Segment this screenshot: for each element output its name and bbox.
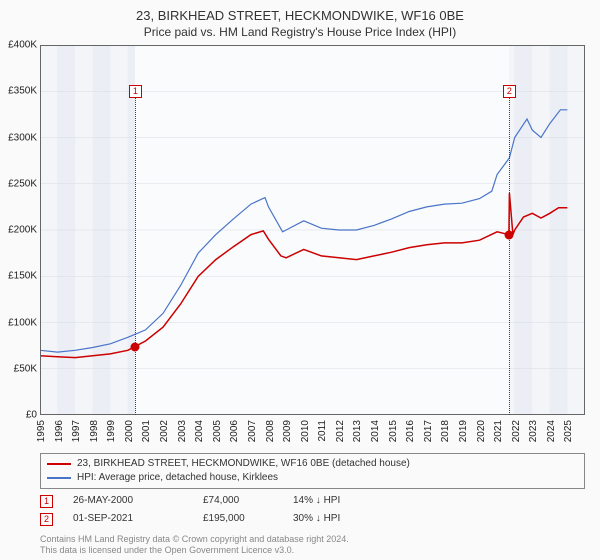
transaction-marker: 1 [40, 495, 53, 508]
x-tick-label: 2007 [247, 420, 258, 442]
transaction-delta: 30% ↓ HPI [293, 510, 383, 528]
transaction-row: 1 26-MAY-2000 £74,000 14% ↓ HPI [40, 492, 585, 510]
x-tick-label: 1998 [89, 420, 100, 442]
x-tick-label: 2016 [405, 420, 416, 442]
x-tick-label: 2010 [300, 420, 311, 442]
y-tick-label: £200K [8, 225, 37, 236]
x-tick-label: 2011 [317, 420, 328, 442]
chart: £0£50K£100K£150K£200K£250K£300K£350K£400… [40, 45, 585, 415]
x-tick-label: 2012 [335, 420, 346, 442]
plot-svg [40, 45, 585, 415]
legend-label: HPI: Average price, detached house, Kirk… [77, 471, 278, 485]
x-tick-label: 1996 [54, 420, 65, 442]
x-tick-label: 1995 [36, 420, 47, 442]
footnote: Contains HM Land Registry data © Crown c… [40, 534, 349, 556]
footnote-line: Contains HM Land Registry data © Crown c… [40, 534, 349, 545]
y-tick-label: £150K [8, 271, 37, 282]
y-tick-label: £300K [8, 132, 37, 143]
x-tick-label: 2002 [159, 420, 170, 442]
legend: 23, BIRKHEAD STREET, HECKMONDWIKE, WF16 … [40, 453, 585, 489]
marker-line [509, 91, 510, 415]
legend-row: 23, BIRKHEAD STREET, HECKMONDWIKE, WF16 … [47, 457, 578, 471]
legend-label: 23, BIRKHEAD STREET, HECKMONDWIKE, WF16 … [77, 457, 410, 471]
x-tick-label: 2013 [352, 420, 363, 442]
x-tick-label: 2008 [265, 420, 276, 442]
x-tick-label: 2001 [141, 420, 152, 442]
y-tick-label: £250K [8, 178, 37, 189]
x-tick-label: 2017 [423, 420, 434, 442]
legend-row: HPI: Average price, detached house, Kirk… [47, 471, 578, 485]
x-tick-label: 2023 [528, 420, 539, 442]
x-tick-label: 2020 [476, 420, 487, 442]
chart-title: 23, BIRKHEAD STREET, HECKMONDWIKE, WF16 … [0, 8, 600, 23]
x-tick-label: 2005 [212, 420, 223, 442]
x-tick-label: 2004 [194, 420, 205, 442]
footnote-line: This data is licensed under the Open Gov… [40, 545, 349, 556]
transaction-delta: 14% ↓ HPI [293, 492, 383, 510]
x-tick-label: 1999 [106, 420, 117, 442]
transactions-table: 1 26-MAY-2000 £74,000 14% ↓ HPI 2 01-SEP-2021… [40, 492, 585, 528]
sale-dot [504, 230, 513, 239]
x-tick-label: 1997 [71, 420, 82, 442]
y-tick-label: £100K [8, 317, 37, 328]
chart-subtitle: Price paid vs. HM Land Registry's House … [0, 25, 600, 39]
y-tick-label: £0 [26, 410, 37, 421]
transaction-price: £195,000 [203, 510, 273, 528]
x-tick-label: 2000 [124, 420, 135, 442]
x-tick-label: 2009 [282, 420, 293, 442]
transaction-marker: 2 [40, 513, 53, 526]
x-tick-label: 2025 [563, 420, 574, 442]
y-tick-label: £350K [8, 86, 37, 97]
x-tick-label: 2024 [546, 420, 557, 442]
x-tick-label: 2006 [229, 420, 240, 442]
x-tick-label: 2018 [440, 420, 451, 442]
x-tick-label: 2022 [511, 420, 522, 442]
x-tick-label: 2003 [177, 420, 188, 442]
x-tick-label: 2019 [458, 420, 469, 442]
legend-swatch [47, 463, 71, 465]
y-tick-label: £400K [8, 40, 37, 51]
x-tick-label: 2014 [370, 420, 381, 442]
transaction-row: 2 01-SEP-2021 £195,000 30% ↓ HPI [40, 510, 585, 528]
legend-swatch [47, 477, 71, 479]
x-tick-label: 2015 [388, 420, 399, 442]
transaction-price: £74,000 [203, 492, 273, 510]
transaction-date: 26-MAY-2000 [73, 492, 183, 510]
title-area: 23, BIRKHEAD STREET, HECKMONDWIKE, WF16 … [0, 0, 600, 43]
marker-box: 1 [129, 85, 142, 98]
sale-dot [130, 342, 139, 351]
marker-line [135, 91, 136, 415]
transaction-date: 01-SEP-2021 [73, 510, 183, 528]
marker-box: 2 [503, 85, 516, 98]
y-tick-label: £50K [14, 363, 37, 374]
x-tick-label: 2021 [493, 420, 504, 442]
